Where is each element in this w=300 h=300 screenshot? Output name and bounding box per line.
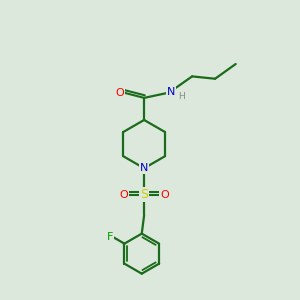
Text: S: S [140, 188, 148, 201]
Text: N: N [167, 87, 175, 97]
Text: O: O [116, 88, 124, 98]
Text: O: O [160, 190, 169, 200]
Text: F: F [107, 232, 113, 242]
Text: H: H [178, 92, 185, 101]
Text: N: N [140, 163, 148, 173]
Text: O: O [119, 190, 128, 200]
